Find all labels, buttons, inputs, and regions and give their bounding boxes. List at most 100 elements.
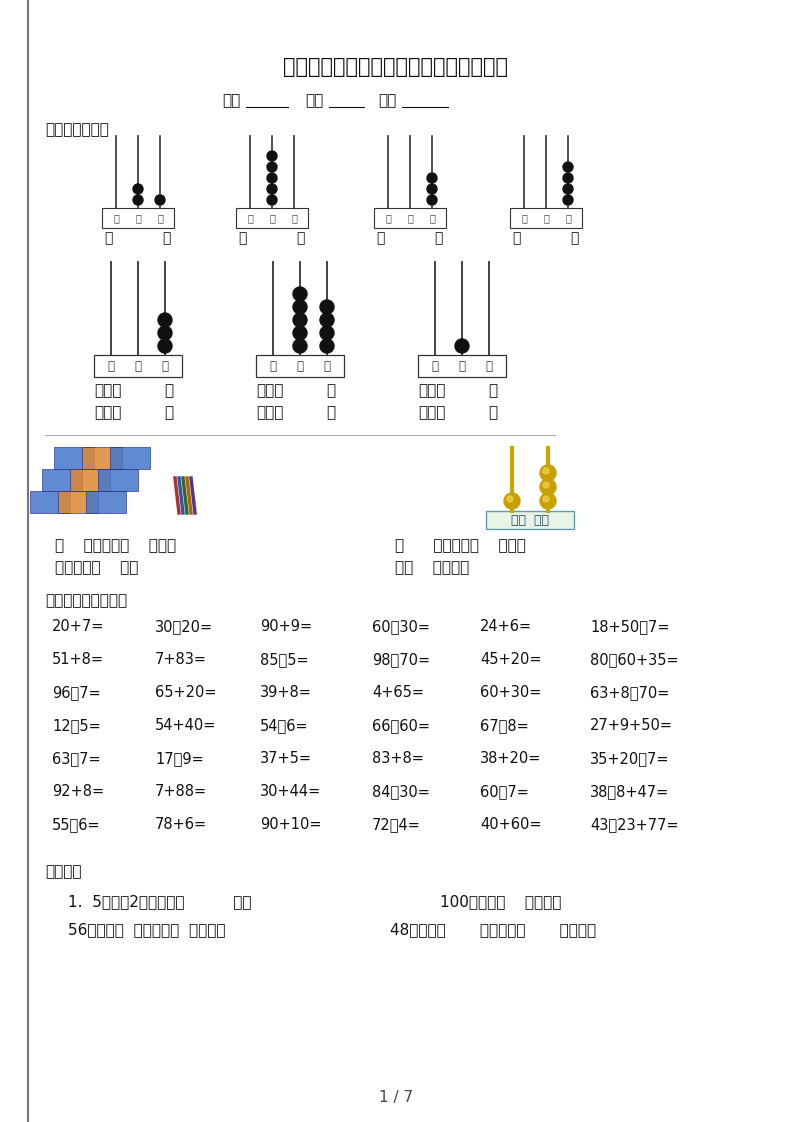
Text: 96－7=: 96－7= — [52, 686, 101, 700]
Circle shape — [540, 465, 556, 481]
Circle shape — [507, 496, 513, 502]
Circle shape — [267, 151, 277, 160]
Text: 60－30=: 60－30= — [372, 619, 430, 634]
Circle shape — [267, 195, 277, 205]
Text: 83+8=: 83+8= — [372, 751, 424, 766]
Text: 7+88=: 7+88= — [155, 784, 207, 799]
Text: 90+10=: 90+10= — [260, 817, 321, 833]
Circle shape — [320, 313, 334, 327]
Text: 72－4=: 72－4= — [372, 817, 421, 833]
Text: 十: 十 — [269, 213, 275, 223]
Text: 百: 百 — [247, 213, 253, 223]
Text: 4+65=: 4+65= — [372, 686, 424, 700]
FancyBboxPatch shape — [110, 447, 150, 469]
Text: 十: 十 — [407, 213, 413, 223]
Text: 54+40=: 54+40= — [155, 718, 216, 733]
Text: 17－9=: 17－9= — [155, 751, 204, 766]
Text: 27+9+50=: 27+9+50= — [590, 718, 673, 733]
Circle shape — [293, 300, 307, 314]
Text: （: （ — [238, 231, 247, 245]
Circle shape — [427, 184, 437, 194]
Text: 个: 个 — [429, 213, 435, 223]
Bar — [510, 208, 582, 228]
Text: （: （ — [376, 231, 385, 245]
Text: 十位  个位: 十位 个位 — [511, 514, 549, 526]
Bar — [94, 355, 182, 377]
Circle shape — [320, 327, 334, 340]
FancyBboxPatch shape — [70, 469, 110, 491]
Circle shape — [158, 339, 172, 353]
Text: 100里面有（    ）个一。: 100里面有（ ）个一。 — [440, 894, 561, 909]
Circle shape — [543, 496, 549, 502]
Text: 67－8=: 67－8= — [480, 718, 529, 733]
Text: 十: 十 — [297, 359, 304, 373]
Text: 个: 个 — [291, 213, 297, 223]
Text: ）: ） — [326, 383, 335, 398]
Circle shape — [267, 184, 277, 194]
Text: 一、看图写数。: 一、看图写数。 — [45, 122, 109, 137]
FancyBboxPatch shape — [54, 447, 94, 469]
Text: 39+8=: 39+8= — [260, 686, 312, 700]
Text: 7+83=: 7+83= — [155, 652, 207, 666]
FancyBboxPatch shape — [82, 447, 122, 469]
Circle shape — [133, 184, 143, 194]
Text: 姓名: 姓名 — [305, 93, 324, 108]
Text: 38－8+47=: 38－8+47= — [590, 784, 669, 799]
Text: ）: ） — [570, 231, 578, 245]
Text: ）: ） — [162, 231, 170, 245]
Text: 百: 百 — [521, 213, 527, 223]
Text: 43－23+77=: 43－23+77= — [590, 817, 679, 833]
Circle shape — [267, 162, 277, 172]
Text: ）: ） — [434, 231, 442, 245]
Text: 37+5=: 37+5= — [260, 751, 312, 766]
Text: 写作（: 写作（ — [256, 383, 283, 398]
Text: 百: 百 — [385, 213, 391, 223]
Text: 51+8=: 51+8= — [52, 652, 104, 666]
Text: 45+20=: 45+20= — [480, 652, 542, 666]
Text: ）: ） — [488, 405, 497, 420]
Circle shape — [320, 339, 334, 353]
Text: ）: ） — [488, 383, 497, 398]
FancyBboxPatch shape — [86, 491, 126, 513]
Circle shape — [504, 493, 520, 509]
Text: 读作（: 读作（ — [256, 405, 283, 420]
Text: 十: 十 — [135, 213, 141, 223]
Text: 写作（: 写作（ — [418, 383, 446, 398]
Text: 63－7=: 63－7= — [52, 751, 101, 766]
Circle shape — [540, 493, 556, 509]
Text: 读作（: 读作（ — [94, 405, 121, 420]
Text: 65+20=: 65+20= — [155, 686, 216, 700]
Circle shape — [293, 339, 307, 353]
Circle shape — [267, 173, 277, 183]
Text: 48里面有（       ）个十和（       ）个一。: 48里面有（ ）个十和（ ）个一。 — [390, 922, 596, 937]
Text: 个: 个 — [162, 359, 168, 373]
Text: 个: 个 — [485, 359, 492, 373]
Circle shape — [293, 287, 307, 301]
Text: 54－6=: 54－6= — [260, 718, 308, 733]
Text: 个: 个 — [324, 359, 331, 373]
Circle shape — [427, 173, 437, 183]
Text: 学号: 学号 — [378, 93, 396, 108]
Text: 85－5=: 85－5= — [260, 652, 308, 666]
Text: 20+7=: 20+7= — [52, 619, 105, 634]
Text: 80－60+35=: 80－60+35= — [590, 652, 679, 666]
Text: 和（    ）个一。: 和（ ）个一。 — [395, 560, 469, 574]
Text: 百: 百 — [113, 213, 119, 223]
Text: 55－6=: 55－6= — [52, 817, 101, 833]
FancyBboxPatch shape — [30, 491, 70, 513]
Text: （: （ — [512, 231, 520, 245]
FancyBboxPatch shape — [42, 469, 82, 491]
Text: 个: 个 — [157, 213, 163, 223]
Circle shape — [133, 195, 143, 205]
FancyBboxPatch shape — [58, 491, 98, 513]
Circle shape — [563, 162, 573, 172]
Circle shape — [320, 300, 334, 314]
Circle shape — [543, 468, 549, 473]
Text: 1.  5个一和2个十组成（          ）。: 1. 5个一和2个十组成（ ）。 — [68, 894, 251, 909]
Text: 百: 百 — [108, 359, 114, 373]
Text: 合起来是（    ）。: 合起来是（ ）。 — [55, 560, 138, 574]
Bar — [256, 355, 344, 377]
Text: 84－30=: 84－30= — [372, 784, 430, 799]
Text: 38+20=: 38+20= — [480, 751, 542, 766]
Text: 十: 十 — [543, 213, 549, 223]
